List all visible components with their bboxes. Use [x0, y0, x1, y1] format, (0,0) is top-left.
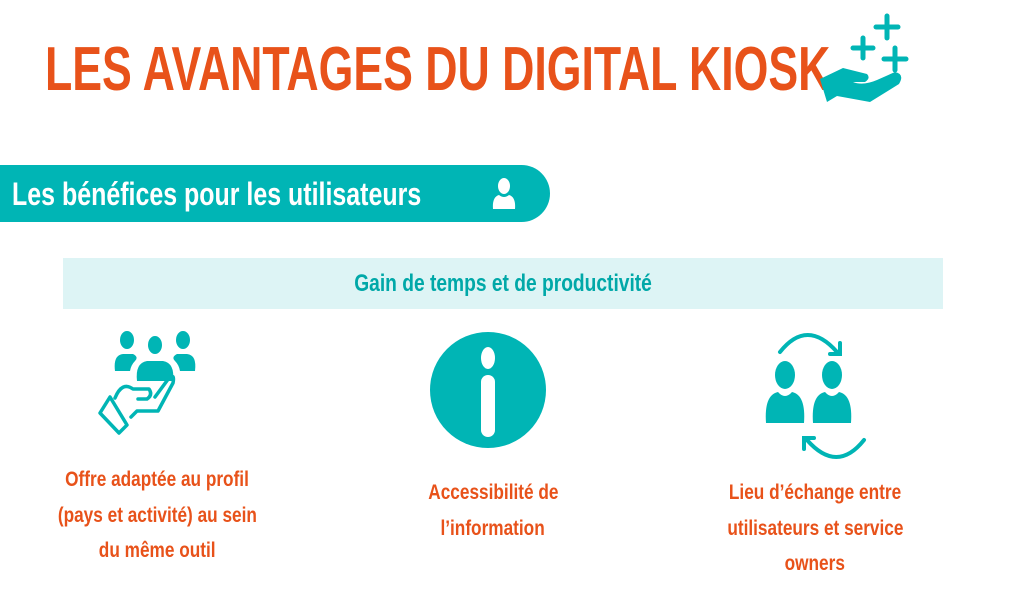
- section-subheader: Gain de temps et de productivité: [63, 258, 943, 309]
- benefit-text-line: Accessibilité de: [427, 481, 559, 504]
- benefit-text-line: owners: [784, 552, 846, 575]
- subheader-label: Gain de temps et de productivité: [354, 270, 652, 297]
- benefit-item: Accessibilité de l’information: [333, 475, 653, 546]
- benefit-text-line: Offre adaptée au profil: [65, 468, 249, 491]
- benefit-text-line: Lieu d’échange entre: [728, 481, 902, 504]
- page-title: LES AVANTAGES DU DIGITAL KIOSK: [45, 35, 831, 104]
- hand-with-plus-icon: [820, 13, 909, 102]
- benefit-text-line: l’information: [440, 516, 546, 540]
- section-banner: Les bénéfices pour les utilisateurs: [0, 165, 550, 222]
- benefit-item: Offre adaptée au profil (pays et activit…: [0, 462, 317, 569]
- benefit-text-line: utilisateurs et service: [726, 516, 904, 540]
- user-icon: [492, 178, 516, 209]
- user-exchange-icon: [765, 333, 866, 459]
- benefit-item: Lieu d’échange entre utilisateurs et ser…: [655, 475, 975, 582]
- info-icon: [430, 332, 546, 448]
- banner-label: Les bénéfices pour les utilisateurs: [12, 176, 422, 212]
- benefit-text-line: du même outil: [98, 539, 216, 562]
- benefit-text-line: (pays et activité) au sein: [57, 503, 257, 527]
- hand-holding-people-icon: [98, 331, 196, 435]
